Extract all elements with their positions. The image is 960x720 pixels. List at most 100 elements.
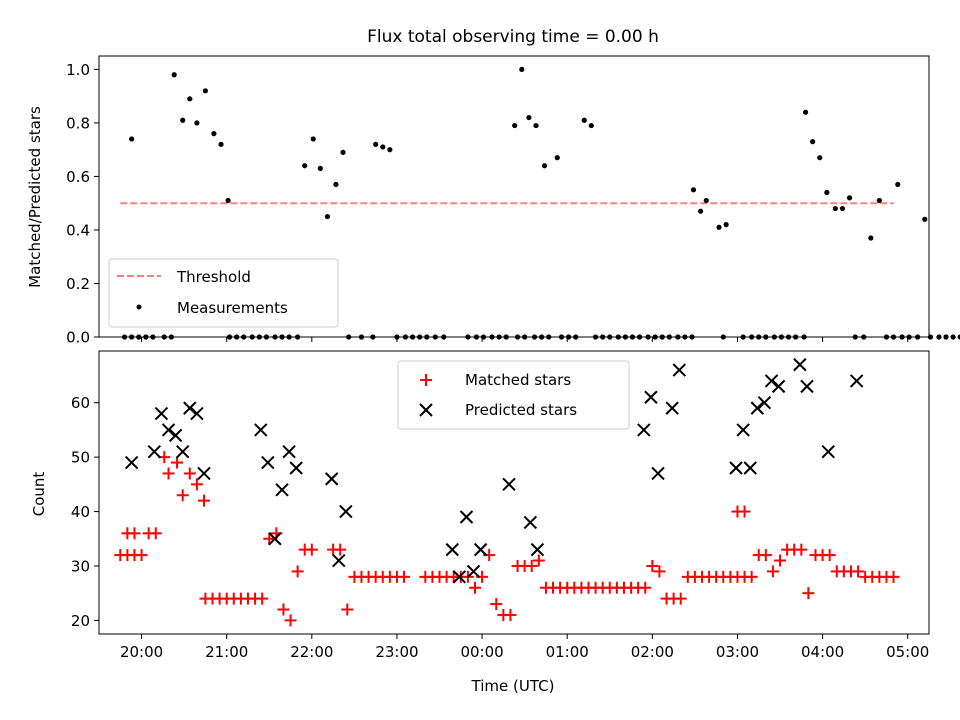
legend-predicted-swatch	[419, 403, 433, 417]
measurements-point	[373, 141, 379, 147]
predicted-stars-point	[651, 466, 665, 481]
predicted-stars-point	[736, 423, 750, 437]
measurements-point	[533, 122, 539, 129]
predicted-stars-point	[459, 510, 474, 524]
bottom-y-tick-label: 30	[71, 557, 90, 575]
measurements-point	[211, 131, 217, 137]
predicted-stars-point	[254, 423, 268, 437]
measurements-point	[876, 197, 882, 204]
predicted-stars-point	[523, 515, 538, 530]
bottom-y-axis: 20 30 40 50 60	[71, 394, 99, 630]
predicted-stars-point	[637, 423, 651, 437]
measurements-point	[380, 144, 386, 150]
predicted-stars-point	[445, 542, 459, 557]
measurements-point	[340, 149, 346, 155]
measurements-point	[519, 66, 525, 72]
measurements-point	[868, 235, 874, 241]
legend-measurements-label: Measurements	[177, 299, 288, 317]
matched-stars-point	[468, 581, 481, 594]
matched-stars-point	[532, 554, 545, 567]
measurements-point	[333, 181, 339, 188]
measurements-point	[723, 222, 729, 228]
top-y-tick-label: 1.0	[66, 61, 90, 79]
measurements-point	[225, 197, 231, 204]
predicted-stars-point	[800, 379, 814, 394]
predicted-stars-point	[176, 444, 190, 459]
predicted-stars-point	[644, 390, 658, 404]
bottom-y-axis-label: Count	[30, 472, 48, 517]
measurements-point	[526, 114, 532, 121]
measurements-point	[541, 163, 548, 169]
predicted-stars-point	[168, 428, 183, 443]
legend-predicted-label: Predicted stars	[465, 401, 577, 419]
measurements-point	[194, 120, 200, 126]
top-y-axis: 0.0 0.2 0.4 0.6 0.8 1.0	[66, 61, 99, 347]
matched-stars-point	[183, 467, 196, 480]
predicted-stars-point	[183, 401, 197, 415]
measurements-point	[817, 155, 823, 161]
predicted-stars-point	[161, 423, 176, 437]
predicted-stars-point	[849, 374, 864, 388]
measurements-point	[922, 216, 928, 222]
predicted-stars-point	[324, 472, 339, 486]
matched-stars-point	[135, 549, 148, 562]
measurements-point	[950, 334, 956, 340]
predicted-stars-point	[154, 406, 169, 421]
predicted-stars-point	[473, 542, 488, 557]
x-tick-label: 00:00	[460, 643, 503, 661]
matched-stars-point	[162, 467, 175, 480]
measurements-point	[218, 141, 224, 147]
matched-stars-point	[305, 543, 318, 556]
predicted-stars-point	[332, 553, 346, 568]
measurements-point	[824, 189, 830, 196]
matched-stars-point	[197, 494, 210, 507]
matched-stars-point	[171, 456, 184, 469]
measurements-point	[839, 205, 846, 212]
matched-stars-point	[176, 489, 189, 502]
top-y-tick-label: 0.8	[66, 114, 90, 132]
matched-stars-point	[398, 570, 411, 583]
matched-stars-point	[738, 505, 751, 518]
measurements-point	[310, 136, 316, 142]
bottom-y-tick-label: 20	[71, 612, 90, 630]
bottom-legend: Matched stars Predicted stars	[397, 360, 630, 430]
top-y-tick-label: 0.2	[66, 275, 90, 293]
predicted-stars-point	[275, 483, 289, 497]
matched-stars-point	[490, 598, 503, 611]
top-panel-ratio: 0.0 0.2 0.4 0.6 0.8 1.0 Matched/Predicted sta…	[26, 55, 960, 347]
matched-stars-point	[759, 549, 772, 562]
measurements-point	[129, 136, 135, 142]
measurements-point	[697, 208, 704, 214]
bottom-panel-counts: 20 30 40 50 60 20:00 21:00 22:00 23:00 00:00 01:0…	[30, 350, 930, 695]
bottom-y-tick-label: 60	[71, 394, 90, 412]
x-axis-label: Time (UTC)	[471, 677, 555, 695]
measurements-point	[846, 195, 853, 201]
matched-stars-point	[774, 554, 787, 567]
legend-measurements-swatch	[136, 304, 142, 310]
matched-stars-point	[291, 565, 304, 578]
measurements-point	[810, 139, 816, 145]
x-tick-label: 02:00	[631, 643, 674, 661]
x-tick-label: 01:00	[546, 643, 589, 661]
predicted-stars-point	[124, 455, 139, 470]
predicted-stars-point	[771, 379, 786, 394]
predicted-stars-point	[757, 395, 772, 410]
measurements-point	[202, 88, 209, 94]
measurements-point	[324, 213, 331, 220]
matched-stars-point	[674, 592, 687, 605]
predicted-stars-point	[530, 542, 545, 557]
predicted-stars-point	[268, 532, 282, 546]
top-y-axis-label: Matched/Predicted stars	[26, 106, 44, 288]
measurements-point	[832, 205, 838, 212]
matched-stars-point	[334, 543, 347, 556]
x-tick-label: 03:00	[716, 643, 759, 661]
predicted-stars-point	[729, 461, 743, 475]
bottom-panel-frame	[98, 350, 930, 635]
matched-stars-point	[745, 570, 758, 583]
matched-stars-point	[795, 543, 808, 556]
bottom-y-tick-label: 50	[71, 449, 90, 467]
matched-stars-point	[525, 559, 538, 572]
measurements-point	[581, 117, 587, 123]
predicted-stars-point	[197, 466, 211, 481]
chart-title: Flux total observing time = 0.00 h	[367, 27, 659, 47]
